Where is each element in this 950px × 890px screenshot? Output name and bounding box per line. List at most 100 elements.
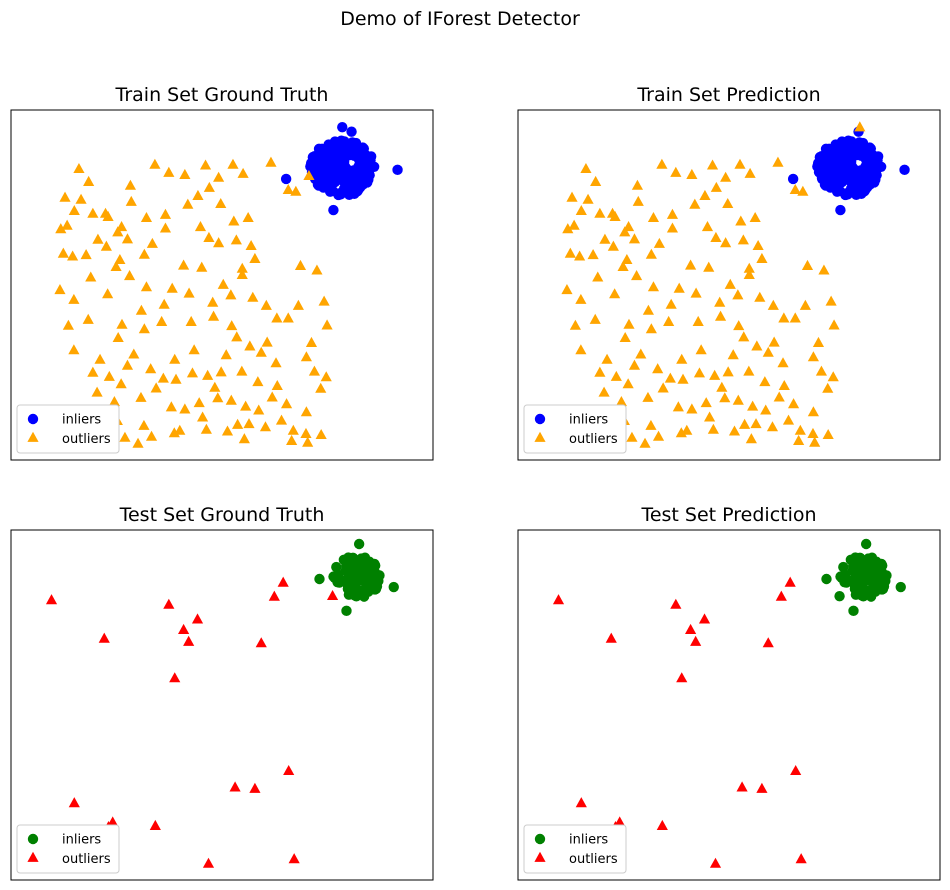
outlier-point bbox=[609, 210, 621, 221]
outlier-point bbox=[207, 296, 219, 307]
outlier-point bbox=[580, 162, 592, 173]
inlier-point bbox=[329, 136, 341, 147]
outlier-point bbox=[245, 239, 257, 250]
outlier-point bbox=[159, 222, 172, 233]
outlier-point bbox=[812, 336, 825, 347]
outlier-point bbox=[213, 237, 225, 248]
inlier-point bbox=[335, 172, 347, 184]
outlier-point bbox=[300, 406, 312, 417]
outlier-point bbox=[102, 210, 114, 221]
outlier-point bbox=[158, 298, 170, 309]
inlier-point bbox=[335, 147, 347, 158]
inlier-point bbox=[363, 572, 375, 583]
outlier-point bbox=[703, 261, 715, 272]
figure-title: Demo of IForest Detector bbox=[340, 8, 580, 30]
outlier-point bbox=[192, 189, 204, 200]
outlier-point bbox=[762, 637, 774, 648]
outlier-point bbox=[707, 423, 719, 434]
outlier-point bbox=[631, 179, 644, 190]
outlier-point bbox=[265, 156, 277, 167]
outlier-point bbox=[73, 162, 85, 173]
outlier-point bbox=[45, 594, 58, 605]
inlier-point bbox=[842, 147, 854, 158]
outlier-point bbox=[183, 287, 195, 298]
outlier-point bbox=[720, 171, 732, 182]
outlier-point bbox=[605, 632, 617, 643]
outlier-point bbox=[773, 391, 785, 402]
outlier-point bbox=[822, 428, 834, 439]
outlier-point bbox=[677, 373, 689, 384]
outlier-point bbox=[609, 288, 621, 299]
outlier-point bbox=[255, 637, 267, 648]
outlier-point bbox=[793, 434, 805, 445]
outlier-point bbox=[114, 253, 126, 264]
outlier-point bbox=[91, 386, 103, 397]
outlier-point bbox=[795, 853, 807, 864]
outlier-point bbox=[756, 782, 768, 793]
outlier-point bbox=[80, 249, 92, 260]
axes-frame bbox=[10, 109, 434, 461]
outlier-point bbox=[75, 193, 87, 204]
outlier-point bbox=[575, 344, 587, 355]
legend-box bbox=[16, 404, 120, 454]
outlier-point bbox=[249, 782, 261, 793]
inlier-point bbox=[305, 157, 317, 169]
subplot-4: Test Set Prediction inliers outliers bbox=[517, 504, 941, 881]
outlier-point bbox=[825, 295, 837, 306]
axes-frame bbox=[10, 529, 434, 881]
data-points bbox=[552, 538, 906, 868]
legend-box bbox=[523, 824, 627, 874]
outlier-point bbox=[789, 183, 801, 194]
outlier-point bbox=[622, 378, 634, 389]
outlier-point bbox=[720, 237, 732, 248]
outlier-point bbox=[704, 411, 716, 422]
outlier-point bbox=[209, 381, 221, 392]
legend-outliers-label: outliers bbox=[569, 852, 618, 867]
inlier-point bbox=[852, 557, 863, 569]
outlier-point bbox=[589, 313, 601, 324]
legend: inliers outliers bbox=[16, 824, 120, 874]
outlier-point bbox=[226, 320, 238, 331]
inlier-point bbox=[353, 538, 365, 550]
outlier-point bbox=[270, 357, 282, 368]
outlier-point bbox=[716, 381, 728, 392]
outlier-point bbox=[599, 233, 611, 244]
legend-inlier-marker bbox=[27, 833, 39, 845]
outlier-point bbox=[670, 166, 682, 177]
outlier-point bbox=[238, 433, 250, 444]
outlier-point bbox=[315, 428, 327, 439]
outlier-point bbox=[666, 222, 679, 233]
outlier-point bbox=[116, 318, 128, 329]
inlier-point bbox=[834, 590, 845, 602]
outlier-point bbox=[230, 234, 242, 245]
outlier-point bbox=[666, 208, 679, 219]
outlier-point bbox=[794, 424, 806, 435]
outlier-point bbox=[320, 371, 332, 382]
outlier-point bbox=[568, 219, 580, 230]
outlier-point bbox=[714, 310, 727, 321]
outlier-point bbox=[124, 270, 136, 281]
outlier-point bbox=[692, 315, 704, 326]
outlier-point bbox=[782, 414, 795, 425]
outlier-point bbox=[775, 590, 787, 601]
outlier-point bbox=[818, 264, 830, 275]
outlier-point bbox=[283, 764, 295, 775]
outlier-point bbox=[231, 331, 243, 342]
outlier-point bbox=[807, 427, 819, 438]
inlier-point bbox=[353, 184, 364, 195]
outlier-point bbox=[722, 366, 734, 377]
outlier-point bbox=[199, 159, 212, 170]
outlier-point bbox=[212, 392, 224, 403]
outlier-point bbox=[807, 406, 819, 417]
outlier-point bbox=[243, 418, 255, 429]
outlier-point bbox=[728, 425, 741, 436]
outlier-point bbox=[61, 219, 73, 230]
outlier-point bbox=[701, 221, 714, 232]
outlier-point bbox=[789, 312, 801, 323]
inlier-point bbox=[328, 204, 339, 216]
outlier-point bbox=[754, 291, 766, 302]
outlier-point bbox=[112, 332, 124, 343]
outlier-point bbox=[642, 391, 654, 402]
inlier-point bbox=[871, 556, 882, 567]
